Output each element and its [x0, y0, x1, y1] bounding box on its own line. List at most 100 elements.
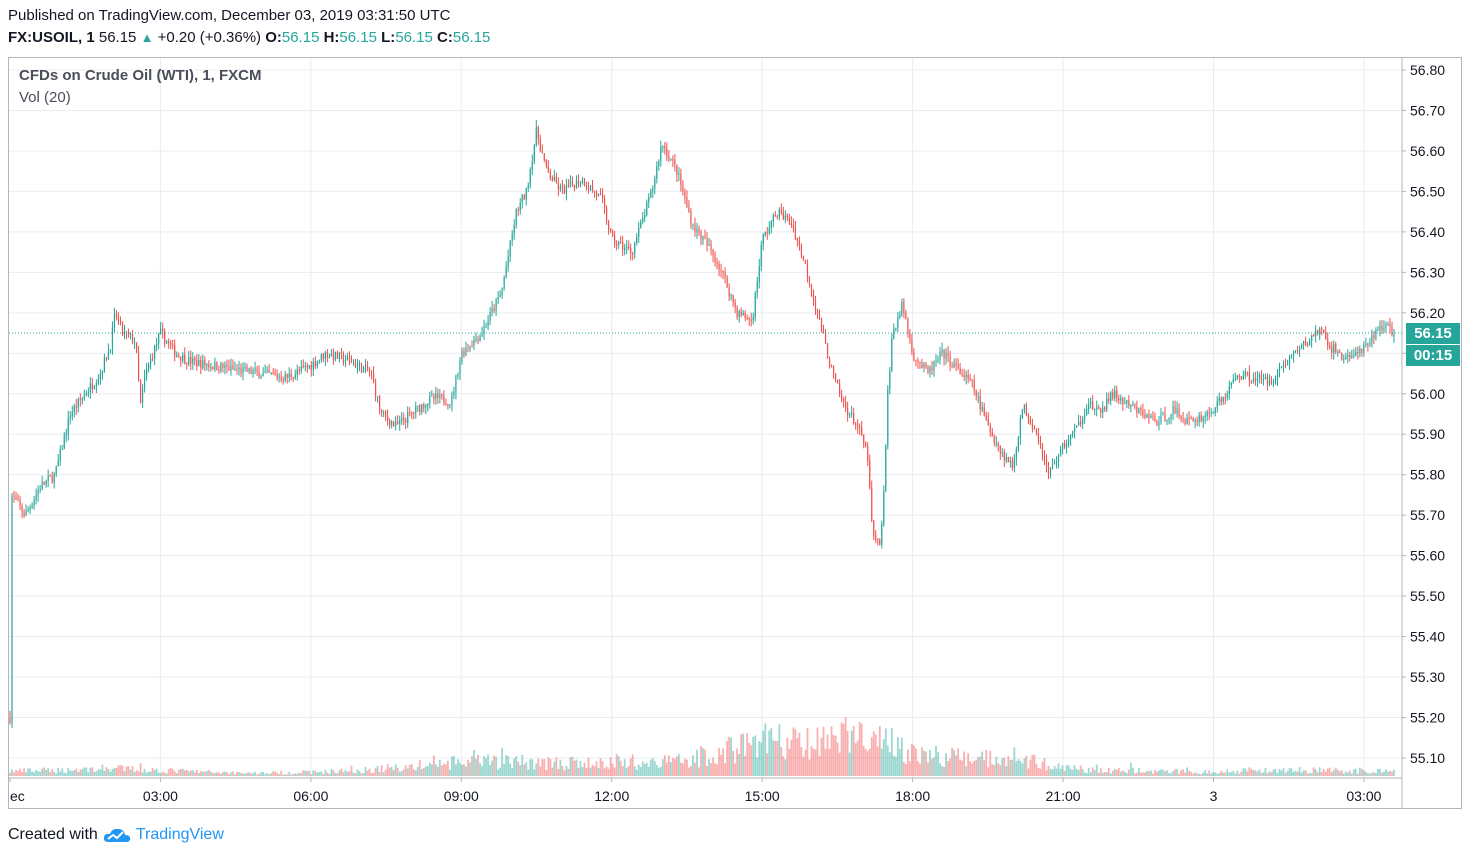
- volume-bar: [444, 764, 447, 776]
- volume-bar: [868, 748, 871, 776]
- volume-bar: [917, 761, 919, 776]
- volume-bar: [1202, 772, 1205, 776]
- volume-bar: [155, 768, 158, 776]
- candle-body: [370, 372, 373, 374]
- volume-bar: [320, 771, 323, 776]
- volume-bar: [205, 770, 208, 776]
- candle-body: [449, 404, 451, 406]
- volume-bar: [195, 770, 198, 776]
- volume-bar: [191, 770, 194, 776]
- volume-bar: [1146, 771, 1148, 776]
- volume-bar: [1224, 772, 1227, 776]
- volume-bar: [1364, 771, 1367, 776]
- candle-body: [184, 354, 186, 364]
- volume-bar: [135, 770, 138, 776]
- volume-bar: [1059, 768, 1062, 776]
- volume-bar: [1318, 767, 1321, 776]
- candle-body: [1045, 459, 1048, 468]
- candle-body: [1323, 329, 1325, 334]
- volume-bar: [673, 759, 676, 776]
- candle-body: [901, 301, 903, 315]
- volume-bar: [760, 742, 763, 776]
- low-value: 56.15: [395, 29, 433, 46]
- volume-bar: [91, 767, 94, 776]
- volume-bar: [639, 766, 642, 776]
- candle-body: [433, 395, 435, 400]
- candle-body: [224, 364, 226, 369]
- volume-bar: [304, 770, 307, 776]
- candle-body: [1170, 414, 1172, 419]
- y-tick-label: 55.70: [1410, 507, 1445, 523]
- volume-bar: [706, 765, 708, 776]
- volume-bar: [890, 727, 893, 776]
- volume-bar: [358, 771, 361, 776]
- volume-bar: [1113, 768, 1116, 776]
- candle-body: [308, 365, 310, 368]
- volume-bar: [1324, 771, 1327, 776]
- candle-body: [1088, 404, 1090, 410]
- candle-body: [264, 371, 266, 373]
- candle-body: [252, 370, 254, 374]
- volume-bar: [951, 747, 953, 776]
- candle-body: [614, 235, 616, 245]
- candle-body: [226, 364, 228, 367]
- volume-bar: [1220, 770, 1223, 776]
- candle-body: [65, 433, 67, 436]
- volume-bar: [272, 771, 275, 776]
- volume-bar: [1248, 767, 1251, 776]
- volume-bar: [872, 731, 875, 776]
- volume-bar: [360, 773, 363, 776]
- candle-body: [1349, 355, 1351, 358]
- candle-body: [338, 352, 341, 359]
- candle-body: [208, 364, 210, 368]
- candle-body: [907, 318, 909, 334]
- volume-bar: [541, 759, 544, 776]
- candle-body: [995, 443, 997, 445]
- candle-body: [284, 374, 286, 381]
- volume-bar: [328, 773, 331, 776]
- footer-attribution[interactable]: Created with TradingView: [8, 826, 224, 844]
- candle-body: [971, 379, 973, 381]
- volume-bar: [561, 765, 564, 776]
- volume-bar: [1077, 769, 1080, 776]
- volume-bar: [1326, 768, 1329, 776]
- candle-body: [9, 717, 11, 723]
- volume-bar: [1101, 772, 1104, 776]
- volume-bar: [388, 767, 391, 776]
- volume-bar: [700, 746, 702, 776]
- candle-body: [1325, 333, 1327, 339]
- volume-bar: [127, 766, 130, 776]
- volume-bar: [864, 749, 867, 776]
- candle-body: [160, 328, 162, 335]
- candle-body: [228, 366, 230, 371]
- candle-body: [746, 318, 748, 320]
- candle-body: [1391, 326, 1393, 337]
- candle-body: [49, 476, 51, 478]
- candle-body: [1168, 418, 1170, 420]
- candle-body: [1025, 404, 1028, 416]
- volume-bar: [1009, 759, 1012, 776]
- candle-body: [362, 367, 365, 373]
- candle-body: [1037, 433, 1040, 441]
- y-tick-label: 55.90: [1410, 426, 1445, 442]
- candle-body: [628, 246, 630, 249]
- candle-body: [19, 500, 21, 506]
- candle-body: [869, 460, 871, 488]
- candle-body: [282, 380, 284, 382]
- candle-body: [1124, 402, 1126, 404]
- volume-bar: [539, 766, 542, 776]
- volume-bar: [684, 758, 686, 776]
- candle-body: [527, 185, 529, 188]
- candle-body: [47, 476, 49, 481]
- candle-body: [1274, 379, 1277, 382]
- candle-body: [328, 356, 330, 358]
- volume-bar: [631, 754, 634, 776]
- candle-body: [1063, 443, 1066, 448]
- candle-body: [354, 362, 357, 368]
- volume-bar: [806, 727, 809, 776]
- volume-bar: [310, 774, 313, 776]
- volume-bar: [768, 730, 771, 776]
- candle-body: [152, 358, 154, 360]
- candle-body: [304, 365, 306, 367]
